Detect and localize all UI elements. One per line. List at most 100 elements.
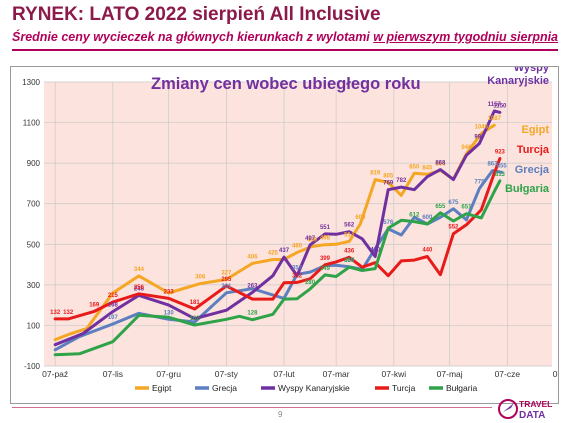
subtitle-underlined: w pierwszym tygodniu sierpnia — [373, 30, 559, 44]
x-tick-label: 07-cze — [495, 369, 521, 379]
data-label: 863 — [487, 162, 498, 168]
side-legend-line: Kanaryjskie — [487, 75, 549, 87]
logo-plane-icon — [503, 403, 514, 412]
data-label: 946 — [461, 145, 472, 151]
data-label: 562 — [344, 223, 355, 229]
side-legend-line: Bułgaria — [505, 183, 550, 195]
data-label: 864 — [435, 161, 446, 167]
data-label: 256 — [134, 285, 145, 291]
price-change-chart: -100 100 300 500 700 900 1100 1300 07-paź 07-lis… — [22, 62, 564, 393]
data-label: 651 — [461, 205, 472, 211]
x-tick-label: 07-gru — [156, 369, 181, 379]
data-label: 675 — [448, 200, 459, 206]
data-label: 497 — [305, 236, 316, 242]
x-tick-label: 07-sty — [215, 369, 239, 379]
data-label: 923 — [495, 149, 506, 155]
logo-line2: DATA — [519, 410, 545, 421]
x-tick-label: 07-maj — [437, 369, 463, 379]
series-lines — [53, 109, 504, 357]
side-legend-label: Egipt — [522, 124, 550, 136]
data-label: 295 — [221, 277, 232, 283]
data-label: 406 — [247, 254, 258, 260]
data-label: 819 — [370, 171, 381, 177]
travel-data-logo: TRAVEL DATA — [498, 399, 552, 421]
data-label: 436 — [344, 248, 355, 254]
data-label: 440 — [370, 247, 381, 253]
footer-divider — [12, 407, 492, 408]
data-label: 312 — [292, 273, 303, 279]
data-label: 352 — [292, 265, 303, 271]
data-label: 344 — [134, 267, 145, 273]
data-label: 233 — [164, 289, 175, 295]
side-legend-label: Grecja — [515, 164, 550, 176]
data-label: 327 — [221, 270, 232, 276]
data-label: 460 — [292, 243, 303, 249]
side-legend-line: Egipt — [522, 124, 550, 136]
data-label: 552 — [448, 225, 459, 231]
data-label: 868 — [435, 161, 446, 167]
data-label: 1157 — [488, 102, 502, 108]
data-label: 850 — [409, 164, 420, 170]
data-label: 775 — [474, 180, 485, 186]
side-legend: Wyspy Kanaryjskie Egipt Turcja Grecja Bułgari… — [487, 62, 550, 195]
page-subtitle: Średnie ceny wycieczek na głównych kieru… — [12, 30, 558, 44]
legend-label: Egipt — [152, 383, 172, 393]
page-title: RYNEK: LATO 2022 sierpień All Inclusive — [12, 4, 381, 25]
data-label: 215 — [108, 293, 119, 299]
chart-title: Zmiany cen wobec ubiegłego roku — [151, 75, 421, 93]
data-label: 612 — [409, 213, 420, 219]
side-legend-label: Wyspy Kanaryjskie — [487, 67, 550, 87]
data-label: 514 — [344, 232, 355, 238]
x-tick-label: 07-mar — [323, 369, 350, 379]
data-label: 551 — [320, 225, 331, 231]
data-label: 855 — [497, 163, 508, 169]
logo-globe-icon — [498, 399, 518, 419]
data-label: 498 — [320, 236, 331, 242]
data-label: 168 — [108, 303, 119, 309]
y-tick-label: 1300 — [22, 78, 40, 87]
x-tick-label: 07-lut — [273, 369, 295, 379]
y-tick-label: -100 — [24, 362, 41, 371]
data-label: 181 — [190, 300, 201, 306]
data-label: 107 — [108, 315, 119, 321]
side-legend-label: Turcja — [517, 144, 550, 156]
data-label: 782 — [396, 178, 407, 184]
chart-legend: Egipt Grecja Wyspy Kanaryjskie Turcja Bułgar… — [135, 383, 477, 393]
data-label: 1087 — [488, 116, 502, 122]
data-label: 132 — [50, 310, 61, 316]
page-number: 9 — [278, 410, 283, 419]
data-label: 389 — [344, 258, 355, 264]
data-label: 769 — [383, 181, 394, 187]
side-legend-label: Bułgaria — [505, 183, 550, 195]
data-label: 1150 — [493, 103, 507, 109]
data-label: 399 — [320, 256, 331, 262]
y-tick-label: 900 — [27, 159, 41, 168]
y-tick-label: 1100 — [23, 119, 41, 128]
subtitle-text: Średnie ceny wycieczek na głównych kieru… — [12, 30, 374, 44]
y-tick-label: 300 — [27, 281, 41, 290]
data-label: 128 — [247, 311, 258, 317]
legend-label: Wyspy Kanaryjskie — [278, 383, 350, 393]
data-label: 306 — [195, 275, 206, 281]
data-label: 440 — [422, 247, 433, 253]
x-tick-label: 07-paź — [42, 369, 68, 379]
data-label: 102 — [190, 316, 201, 322]
data-label: 437 — [279, 248, 290, 254]
data-label: 600 — [355, 215, 366, 221]
series-line — [53, 157, 502, 321]
data-label: 997 — [474, 134, 485, 140]
data-label: 349 — [320, 266, 331, 272]
data-label: 655 — [435, 204, 446, 210]
data-label: 261 — [221, 284, 232, 290]
side-legend-line: Turcja — [517, 144, 550, 156]
x-tick-label: 07-lis — [103, 369, 123, 379]
legend-label: Grecja — [212, 383, 237, 393]
data-label: 425 — [268, 251, 279, 257]
data-label: 130 — [164, 310, 175, 316]
x-axis: 07-paź 07-lis 07-gru 07-sty 07-lut 07-mar 07-k… — [42, 369, 564, 379]
data-label: 845 — [422, 165, 433, 171]
data-label: 263 — [247, 283, 258, 289]
data-label: 280 — [305, 280, 316, 286]
data-label: 387 — [344, 258, 355, 264]
